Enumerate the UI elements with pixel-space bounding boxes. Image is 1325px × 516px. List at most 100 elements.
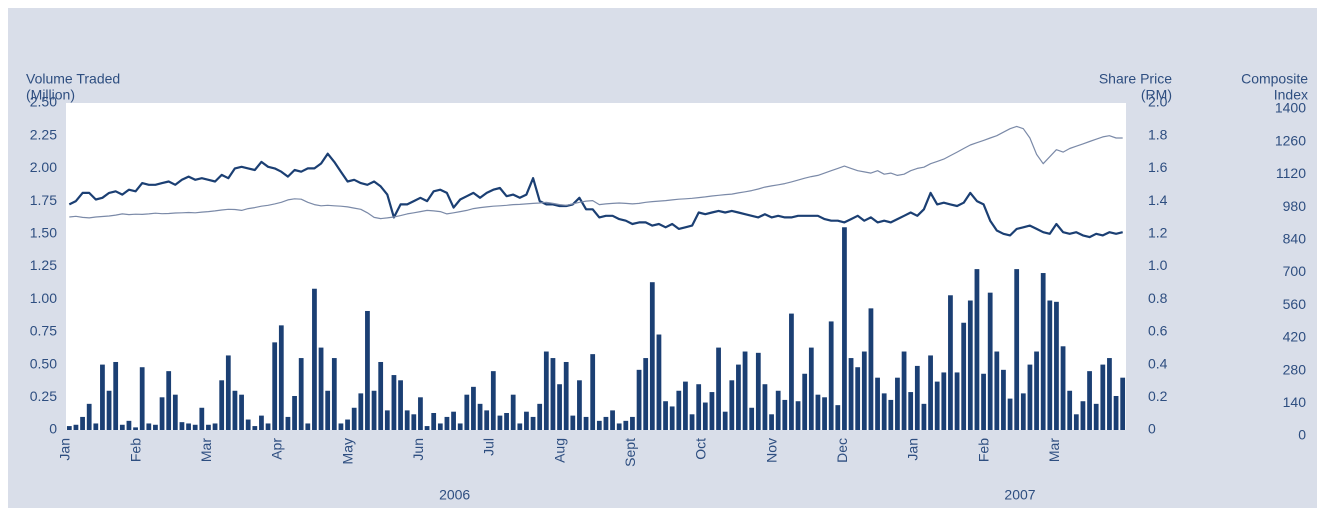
- y3-tick-label: 420: [1283, 329, 1307, 345]
- y-tick-label: 1.00: [30, 290, 57, 306]
- volume-bar: [199, 407, 205, 430]
- volume-bar: [835, 405, 841, 430]
- x-tick-label: Oct: [693, 438, 709, 460]
- volume-bar: [948, 295, 953, 430]
- volume-bar: [391, 375, 397, 430]
- volume-bar: [73, 424, 79, 430]
- volume-bar: [875, 377, 880, 430]
- volume-bar: [1007, 398, 1013, 430]
- volume-bar: [702, 402, 708, 430]
- volume-bar: [153, 424, 158, 430]
- volume-bar: [676, 390, 682, 430]
- volume-bar: [318, 347, 324, 430]
- volume-bar: [1120, 377, 1126, 430]
- volume-bar: [66, 426, 72, 430]
- volume-bar: [477, 403, 483, 430]
- volume-bar: [550, 358, 556, 430]
- y3-tick-label: 700: [1283, 263, 1307, 279]
- volume-bar: [398, 380, 403, 430]
- y-tick-label: 0.50: [30, 355, 57, 371]
- volume-bar: [119, 424, 125, 430]
- volume-bar: [716, 347, 721, 430]
- volume-bar: [100, 364, 105, 430]
- volume-bar: [981, 373, 986, 430]
- volume-bar: [444, 416, 450, 430]
- volume-bar: [610, 410, 615, 430]
- volume-bar: [636, 369, 642, 430]
- volume-bar: [312, 288, 317, 430]
- volume-bar: [239, 394, 244, 430]
- y-tick-label: 1.25: [30, 257, 57, 273]
- y3-axis-title: Index: [1274, 87, 1308, 103]
- volume-bar: [378, 361, 384, 430]
- y2-axis-title: Share Price: [1099, 71, 1172, 87]
- x-tick-label: May: [339, 438, 355, 464]
- volume-bar: [822, 397, 827, 430]
- y3-tick-label: 560: [1283, 296, 1307, 312]
- volume-bar: [729, 380, 735, 430]
- x-tick-label: Feb: [127, 438, 143, 462]
- volume-bar: [749, 407, 755, 430]
- volume-bar: [166, 371, 172, 430]
- x-tick-label: Dec: [834, 438, 850, 463]
- volume-bar: [537, 403, 543, 430]
- volume-bar: [1047, 300, 1053, 430]
- volume-bar: [888, 399, 894, 430]
- volume-bar: [762, 384, 768, 430]
- volume-bar: [418, 397, 423, 430]
- volume-bar: [1034, 351, 1039, 430]
- x-tick-label: Jan: [905, 438, 921, 461]
- x-tick-label: Jul: [481, 438, 497, 456]
- volume-bar: [709, 392, 715, 430]
- volume-bar: [961, 322, 967, 430]
- volume-bar: [431, 412, 437, 430]
- volume-bar: [543, 351, 549, 430]
- volume-bar: [139, 367, 145, 430]
- volume-bar: [206, 424, 211, 430]
- volume-bar: [272, 342, 278, 430]
- volume-bar: [365, 310, 370, 430]
- y3-tick-label: 140: [1283, 394, 1307, 410]
- volume-bar: [305, 423, 311, 430]
- volume-bar: [1100, 364, 1106, 430]
- volume-bar: [722, 411, 728, 430]
- volume-bar: [1027, 364, 1033, 430]
- volume-bar: [1113, 395, 1119, 430]
- volume-bar: [603, 416, 609, 430]
- volume-bar: [861, 351, 867, 430]
- volume-bar: [179, 422, 185, 430]
- volume-bar: [663, 401, 668, 430]
- volume-bar: [848, 358, 854, 430]
- y3-tick-label: 0: [1298, 427, 1306, 443]
- volume-bar: [842, 227, 847, 430]
- y2-tick-label: 0: [1148, 421, 1156, 437]
- volume-bar: [133, 427, 138, 430]
- x-tick-label: Jun: [410, 438, 426, 461]
- volume-bar: [815, 394, 821, 430]
- y3-tick-label: 280: [1283, 361, 1307, 377]
- volume-bar: [630, 416, 635, 430]
- volume-bar: [590, 354, 596, 430]
- volume-bar: [411, 414, 417, 430]
- y2-tick-label: 0.6: [1148, 323, 1168, 339]
- volume-bar: [934, 381, 940, 430]
- volume-bar: [490, 371, 496, 430]
- volume-bar: [908, 392, 914, 430]
- volume-bar: [404, 410, 410, 430]
- y-tick-label: 2.25: [30, 126, 57, 142]
- x-tick-label: Feb: [975, 438, 991, 462]
- volume-bar: [285, 416, 291, 430]
- volume-bar: [524, 411, 529, 430]
- y2-tick-label: 0.8: [1148, 290, 1168, 306]
- volume-bar: [146, 423, 152, 430]
- y2-tick-label: 1.4: [1148, 192, 1168, 208]
- volume-bar: [351, 407, 357, 430]
- x-tick-label: Nov: [763, 438, 779, 463]
- y3-axis-title: Composite: [1241, 71, 1308, 87]
- volume-bar: [696, 384, 702, 430]
- volume-bar: [755, 352, 761, 430]
- volume-bar: [1087, 371, 1092, 430]
- volume-bar: [338, 423, 344, 430]
- y-tick-label: 1.75: [30, 192, 57, 208]
- y3-tick-label: 1260: [1275, 132, 1306, 148]
